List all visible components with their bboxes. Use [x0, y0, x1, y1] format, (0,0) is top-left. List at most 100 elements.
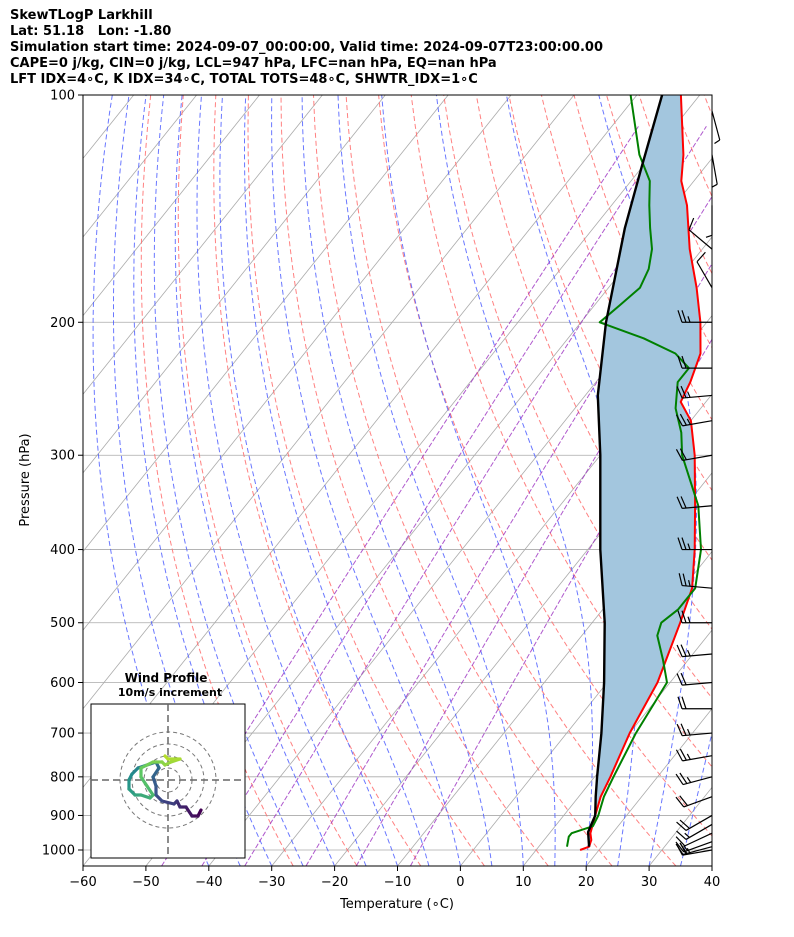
barb-flag [676, 386, 683, 399]
moist-adiabat-line [133, 95, 273, 866]
dry-adiabat-line [213, 95, 422, 866]
wind-barb [705, 205, 713, 238]
barb-half-flag [688, 579, 691, 587]
wind-barb [676, 823, 713, 840]
barb-shaft [682, 394, 713, 399]
y-tick-label: 800 [50, 770, 75, 785]
barb-flag [676, 644, 683, 657]
barb-half-flag [687, 728, 691, 736]
moist-adiabat-line [598, 95, 697, 866]
moist-adiabat-line [196, 95, 367, 866]
moist-adiabat-line [219, 95, 398, 866]
dewpoint-line [566, 95, 702, 847]
hodograph-segment [163, 754, 170, 761]
dry-adiabat-line [573, 95, 712, 421]
barb-flag [677, 537, 683, 550]
barb-flag [675, 836, 686, 847]
stability-line: CAPE=0 j/kg, CIN=0 j/kg, LCL=947 hPa, LF… [10, 56, 497, 71]
dry-adiabat-line [345, 95, 677, 866]
isotherm-line [397, 472, 712, 866]
barb-flag [676, 830, 687, 840]
moist-adiabat-line [153, 95, 304, 866]
isotherm-line [83, 95, 197, 238]
barb-flag [680, 496, 687, 509]
hodograph-segment [151, 766, 161, 779]
wind-barb [676, 814, 713, 831]
wind-barb [676, 385, 713, 399]
y-axis-label: Pressure (hPa) [18, 433, 33, 526]
barb-flag [679, 795, 689, 806]
moist-adiabat-line [271, 95, 461, 866]
y-tick-label: 300 [50, 449, 75, 464]
barb-shaft [682, 732, 713, 737]
y-tick-label: 700 [50, 727, 75, 742]
moist-adiabat-line [174, 95, 336, 866]
barb-flag [680, 644, 687, 657]
isotherm-line [83, 95, 260, 317]
wind-barb [678, 573, 713, 589]
barb-half-flag [687, 391, 691, 398]
time-line: Simulation start time: 2024-09-07_00:00:… [10, 40, 603, 55]
barb-flag [681, 310, 687, 323]
barb-half-flag [686, 776, 692, 783]
barb-flag [675, 773, 684, 785]
x-tick-label: 30 [641, 875, 658, 890]
dry-adiabat-line [475, 95, 712, 631]
x-tick-label: −50 [132, 875, 159, 890]
y-tick-label: 100 [50, 89, 75, 104]
hodograph-segment [184, 805, 194, 818]
wind-barb [711, 110, 721, 144]
barb-shaft [688, 229, 713, 250]
wind-barb [676, 723, 713, 737]
dry-adiabat-line [769, 95, 794, 866]
barb-flag [696, 251, 706, 263]
barb-shaft [683, 841, 713, 853]
barb-shaft [682, 505, 713, 509]
barb-flag [679, 448, 687, 461]
barb-flag [681, 537, 687, 550]
dry-adiabat-line [177, 95, 358, 866]
y-tick-label: 200 [50, 316, 75, 331]
x-tick-label: 10 [515, 875, 532, 890]
y-tick-label: 1000 [42, 844, 75, 859]
wind-barb [696, 251, 713, 289]
chart-title: SkewTLogP Larkhill [10, 8, 153, 23]
barb-shaft [683, 796, 713, 808]
dry-adiabat-line [140, 95, 294, 866]
barb-shaft [685, 814, 713, 831]
hodograph-segment [160, 799, 176, 806]
y-tick-label: 500 [50, 616, 75, 631]
isotherm-line [83, 95, 323, 395]
wind-barb [677, 696, 712, 710]
barb-shaft [682, 849, 713, 856]
moist-adiabat-line [337, 95, 524, 866]
dry-adiabat-line [378, 95, 712, 837]
barb-shaft [684, 832, 713, 847]
barb-flag [681, 610, 687, 623]
barb-flag [677, 310, 683, 323]
barb-flag [675, 843, 684, 855]
wind-barb [675, 748, 713, 762]
barb-flag [677, 355, 683, 369]
dry-adiabat-line [247, 95, 485, 866]
barb-flag [681, 355, 687, 369]
x-tick-label: 40 [704, 875, 721, 890]
barb-shaft [696, 261, 713, 289]
hodograph-inset: Wind Profile 10m/s increment [90, 671, 246, 859]
moist-adiabat-line [381, 95, 556, 866]
barb-flag [679, 413, 687, 426]
barb-shaft [682, 681, 713, 686]
barb-half-flag [686, 753, 691, 760]
isotherm-line [83, 95, 575, 710]
barb-flag [675, 841, 685, 853]
isotherm-line [585, 708, 712, 866]
x-axis-label: Temperature (∘C) [339, 897, 454, 912]
wind-barb [688, 217, 713, 250]
barb-half-flag [687, 649, 691, 657]
barb-flag [676, 821, 687, 831]
dry-adiabat-line [737, 95, 794, 866]
dry-adiabat-line [703, 95, 712, 117]
wind-barb [677, 537, 712, 551]
